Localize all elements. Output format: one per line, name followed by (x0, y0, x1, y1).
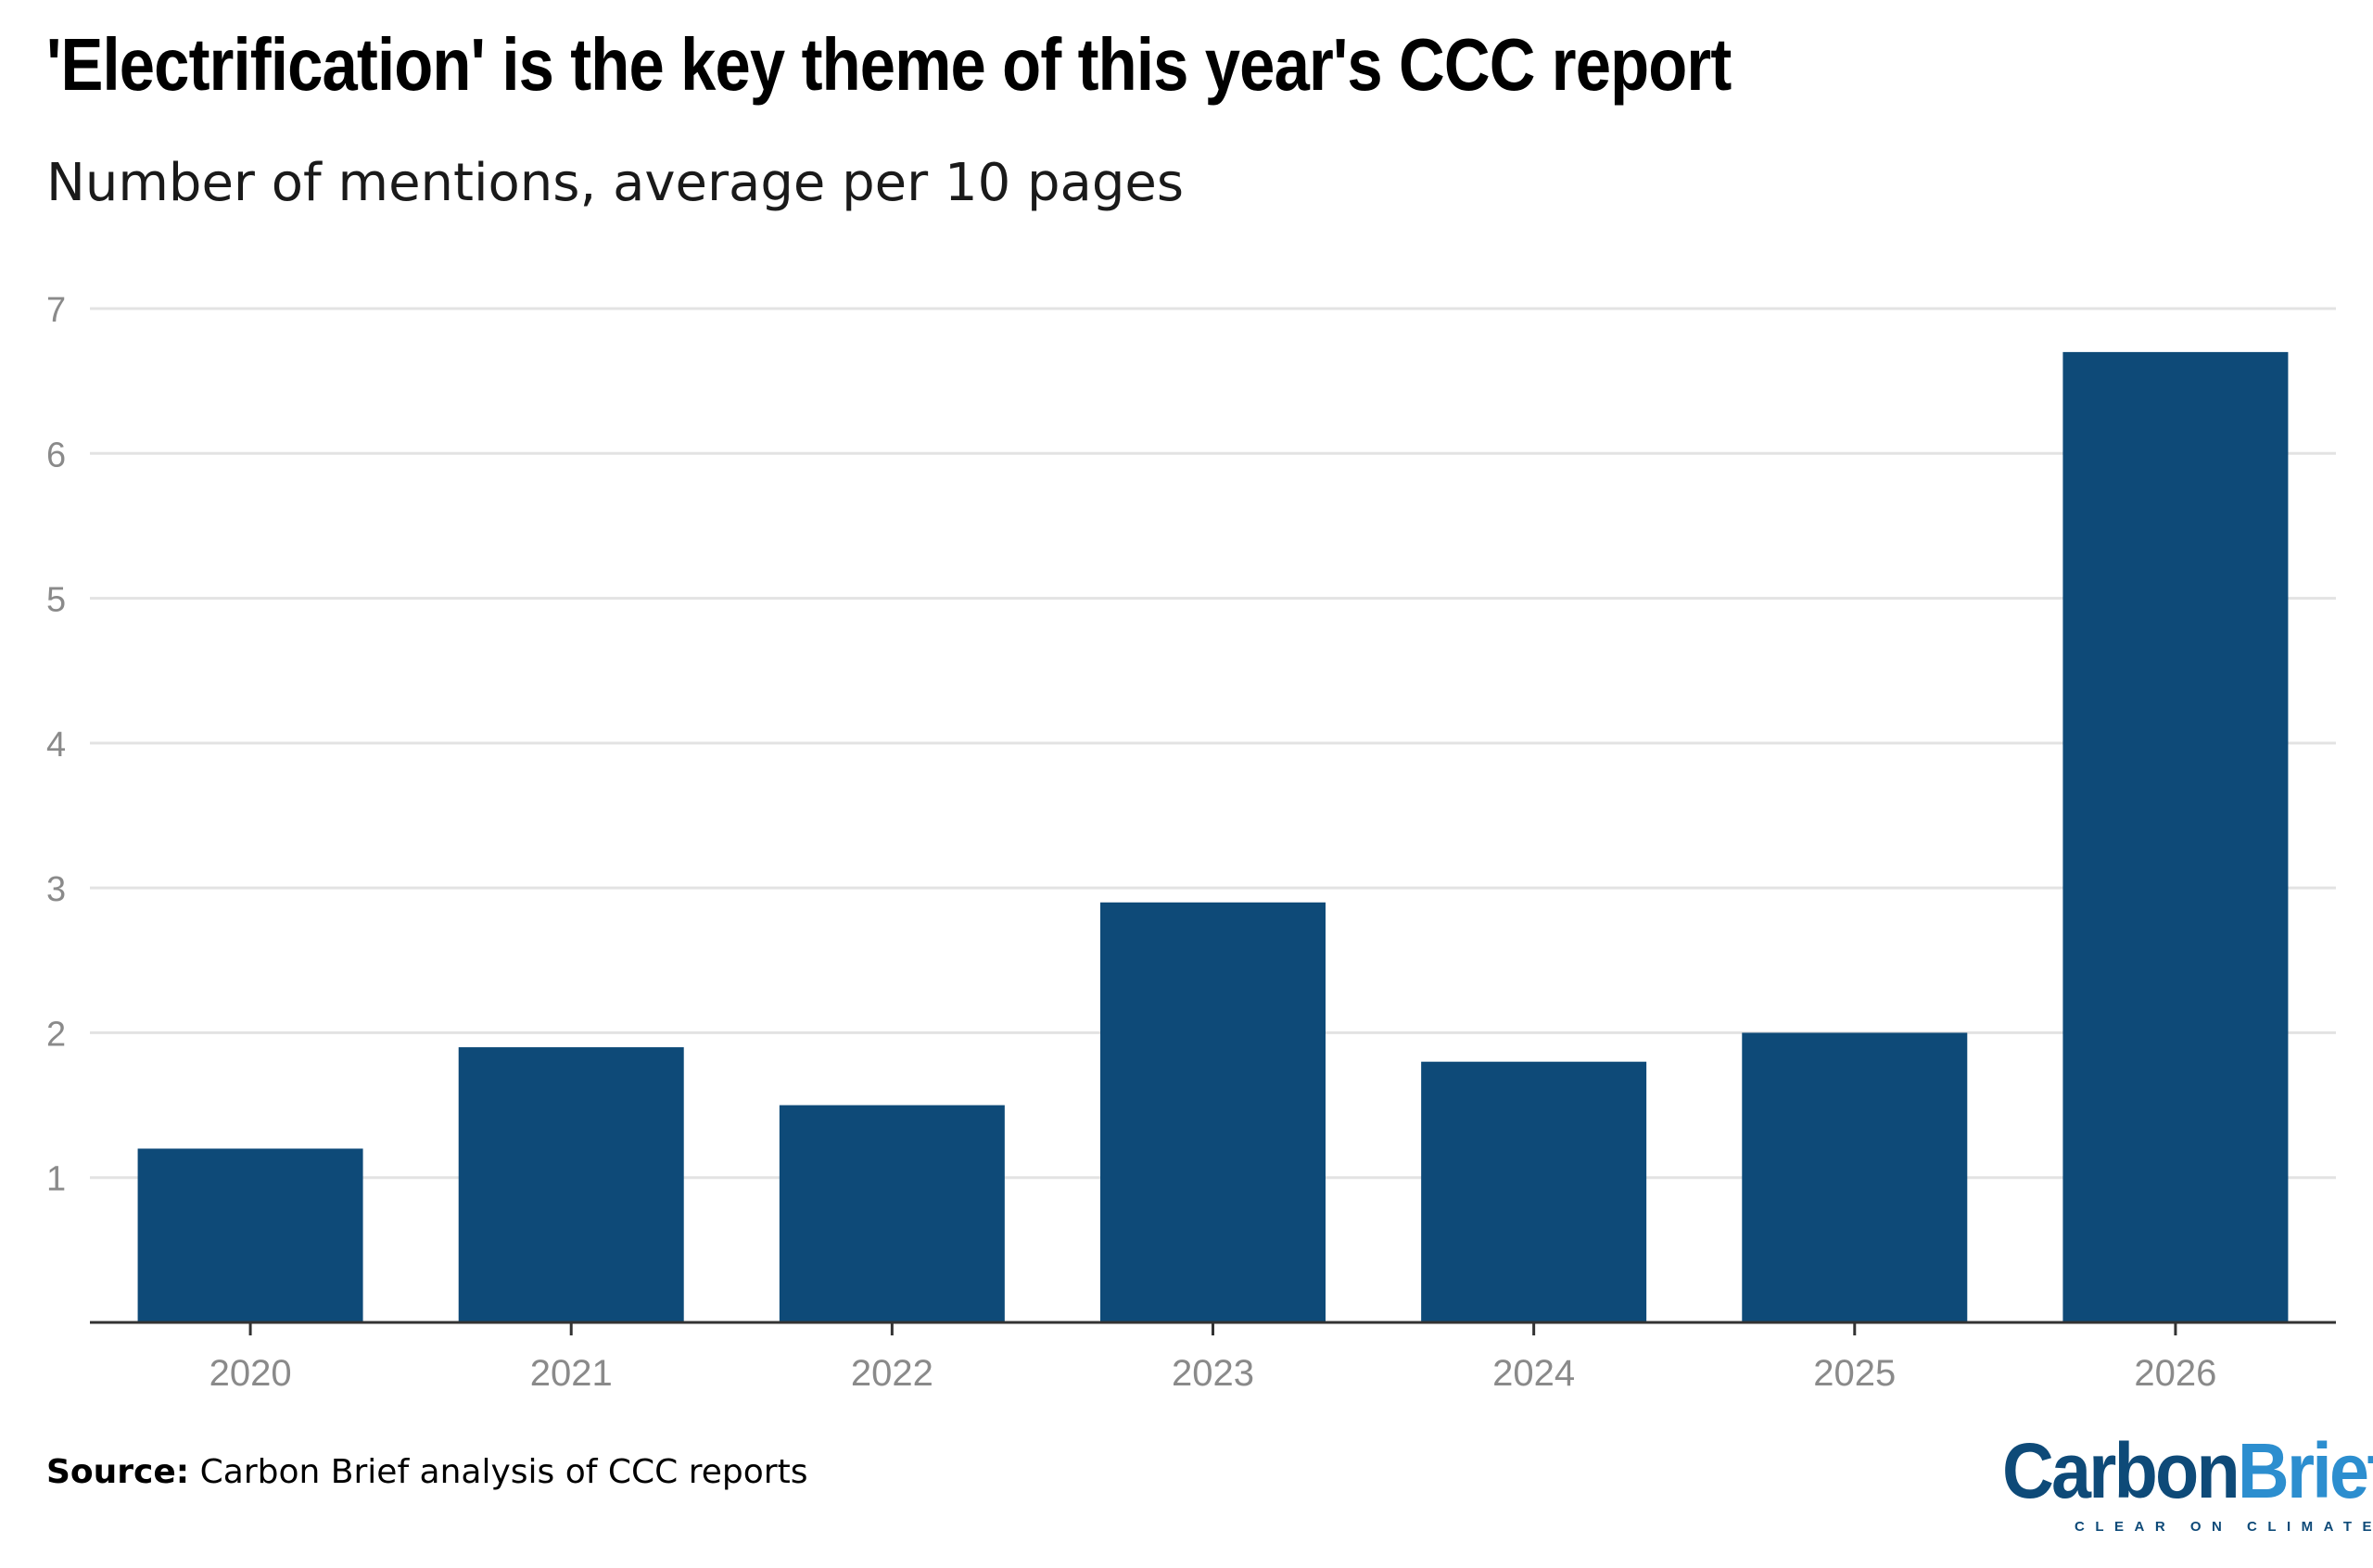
source-note: Source: Carbon Brief analysis of CCC rep… (46, 1453, 807, 1491)
y-tick-label-2: 2 (46, 1015, 66, 1054)
x-tick-label-2023: 2023 (1172, 1353, 1254, 1394)
chart-title: 'Electrification' is the key theme of th… (46, 23, 1732, 106)
x-tick-label-2025: 2025 (1813, 1353, 1896, 1394)
y-tick-label-6: 6 (46, 436, 66, 474)
source-label: Source: (46, 1453, 190, 1491)
bar-2023 (1100, 902, 1326, 1322)
x-tick-label-2026: 2026 (2134, 1353, 2216, 1394)
x-tick-label-2020: 2020 (209, 1353, 292, 1394)
chart-subtitle: Number of mentions, average per 10 pages (46, 153, 1185, 213)
bar-2021 (458, 1047, 684, 1322)
bar-2025 (1742, 1032, 1968, 1322)
y-tick-label-4: 4 (46, 726, 66, 765)
bar-2024 (1421, 1061, 1647, 1322)
logo-carbon: Carbon (2002, 1427, 2240, 1514)
bar-2022 (779, 1105, 1005, 1322)
bar-2026 (2062, 351, 2289, 1322)
y-tick-label-1: 1 (46, 1160, 66, 1199)
x-tick-label-2021: 2021 (530, 1353, 613, 1394)
carbon-brief-logo: CarbonBrief CLEAR ON CLIMATE (2002, 1432, 2373, 1535)
logo-tagline: CLEAR ON CLIMATE (2075, 1519, 2373, 1535)
bar-2020 (137, 1148, 363, 1322)
x-tick-label-2022: 2022 (851, 1353, 933, 1394)
y-tick-label-7: 7 (46, 291, 66, 330)
x-tick-label-2024: 2024 (1492, 1353, 1575, 1394)
logo-brief: Brief (2237, 1427, 2373, 1514)
source-text: Carbon Brief analysis of CCC reports (199, 1453, 808, 1491)
y-tick-label-5: 5 (46, 581, 66, 620)
y-tick-label-3: 3 (46, 870, 66, 909)
logo-wordmark: CarbonBrief (2002, 1432, 2373, 1510)
